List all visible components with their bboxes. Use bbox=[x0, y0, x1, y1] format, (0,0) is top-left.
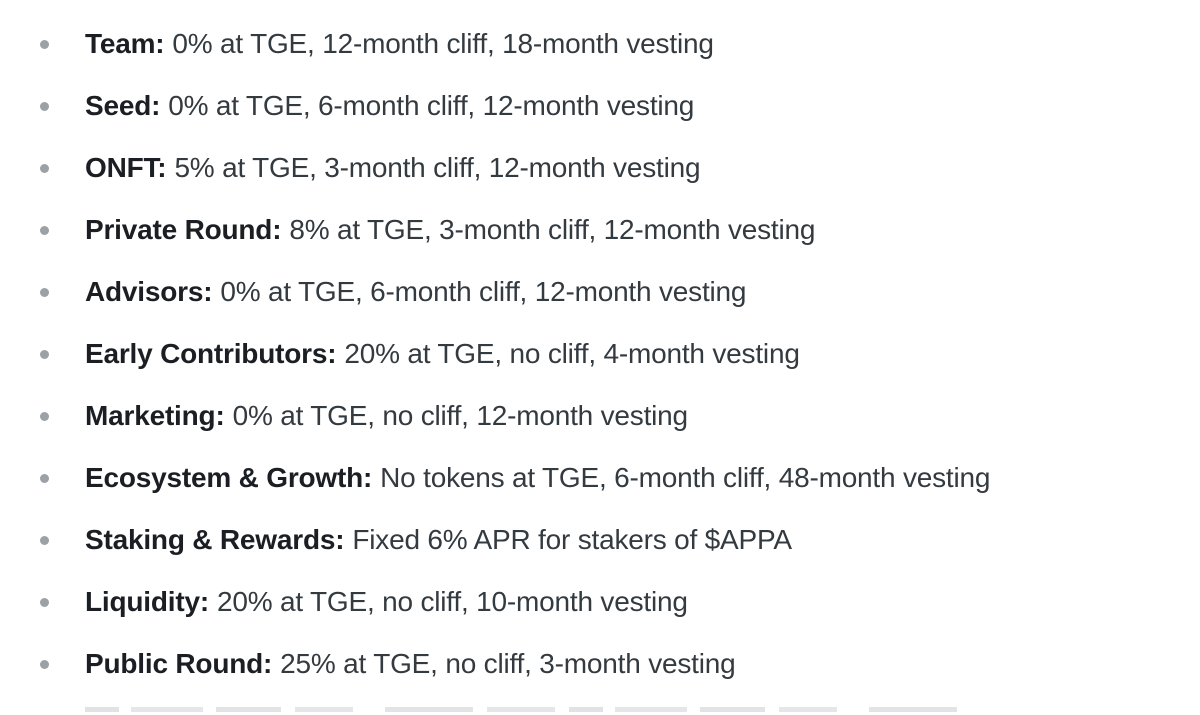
bullet-icon bbox=[40, 40, 49, 49]
list-item: Seed: 0% at TGE, 6-month cliff, 12-month … bbox=[0, 88, 1200, 124]
list-item-label: Team: bbox=[85, 28, 165, 59]
list-item-text: No tokens at TGE, 6-month cliff, 48-mont… bbox=[380, 462, 991, 493]
list-item: Marketing: 0% at TGE, no cliff, 12-month … bbox=[0, 398, 1200, 434]
list-item: Public Round: 25% at TGE, no cliff, 3-mon… bbox=[0, 646, 1200, 682]
list-item-text: 5% at TGE, 3-month cliff, 12-month vesti… bbox=[174, 152, 701, 183]
list-item-label: Advisors: bbox=[85, 276, 213, 307]
list-item-label: Staking & Rewards: bbox=[85, 524, 345, 555]
list-item: ONFT: 5% at TGE, 3-month cliff, 12-month … bbox=[0, 150, 1200, 186]
list-item: Liquidity: 20% at TGE, no cliff, 10-month… bbox=[0, 584, 1200, 620]
bullet-icon bbox=[40, 536, 49, 545]
list-item-label: Private Round: bbox=[85, 214, 282, 245]
bullet-icon bbox=[40, 288, 49, 297]
list-item-text: 0% at TGE, no cliff, 12-month vesting bbox=[232, 400, 689, 431]
vesting-list: Team: 0% at TGE, 12-month cliff, 18-month… bbox=[0, 26, 1200, 682]
bullet-icon bbox=[40, 226, 49, 235]
list-item-text: 20% at TGE, no cliff, 10-month vesting bbox=[216, 586, 688, 617]
list-item-label: Seed: bbox=[85, 90, 161, 121]
bullet-icon bbox=[40, 412, 49, 421]
list-item: Staking & Rewards: Fixed 6% APR for stake… bbox=[0, 522, 1200, 558]
list-item-label: Liquidity: bbox=[85, 586, 209, 617]
list-item-text: 20% at TGE, no cliff, 4-month vesting bbox=[344, 338, 800, 369]
list-item-text: 8% at TGE, 3-month cliff, 12-month vesti… bbox=[289, 214, 816, 245]
clipped-next-line bbox=[85, 707, 965, 715]
list-item-text: 0% at TGE, 6-month cliff, 12-month vesti… bbox=[168, 90, 695, 121]
list-item: Ecosystem & Growth: No tokens at TGE, 6-m… bbox=[0, 460, 1200, 496]
list-item-text: 25% at TGE, no cliff, 3-month vesting bbox=[280, 648, 736, 679]
list-item-label: Marketing: bbox=[85, 400, 225, 431]
list-item-text: Fixed 6% APR for stakers of $APPA bbox=[352, 524, 792, 555]
list-item: Advisors: 0% at TGE, 6-month cliff, 12-mo… bbox=[0, 274, 1200, 310]
list-item: Early Contributors: 20% at TGE, no cliff,… bbox=[0, 336, 1200, 372]
list-item-text: 0% at TGE, 12-month cliff, 18-month vest… bbox=[172, 28, 714, 59]
list-item-label: Early Contributors: bbox=[85, 338, 337, 369]
bullet-icon bbox=[40, 598, 49, 607]
bullet-icon bbox=[40, 350, 49, 359]
bullet-icon bbox=[40, 660, 49, 669]
bullet-icon bbox=[40, 102, 49, 111]
list-item-text: 0% at TGE, 6-month cliff, 12-month vesti… bbox=[220, 276, 747, 307]
list-item: Team: 0% at TGE, 12-month cliff, 18-month… bbox=[0, 26, 1200, 62]
list-item-label: Public Round: bbox=[85, 648, 273, 679]
bullet-icon bbox=[40, 474, 49, 483]
list-item-label: ONFT: bbox=[85, 152, 167, 183]
bullet-icon bbox=[40, 164, 49, 173]
list-item: Private Round: 8% at TGE, 3-month cliff, … bbox=[0, 212, 1200, 248]
list-item-label: Ecosystem & Growth: bbox=[85, 462, 373, 493]
